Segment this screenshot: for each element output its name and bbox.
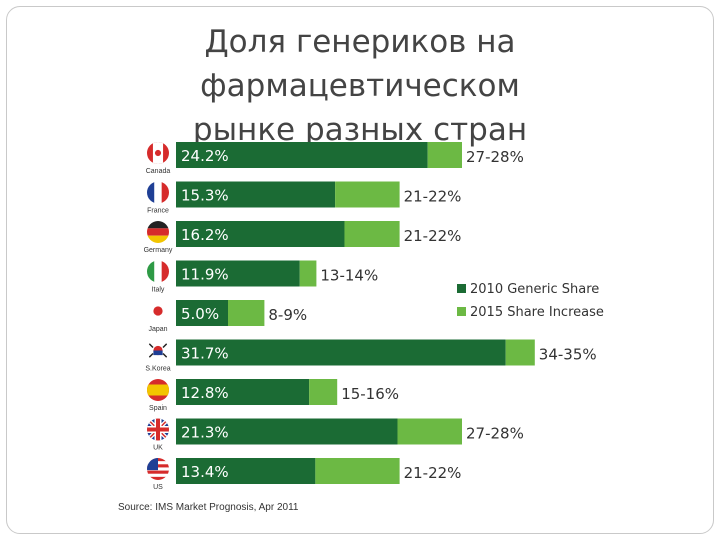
bar-2010-3 <box>176 221 345 247</box>
germany-flag-icon <box>147 221 169 243</box>
legend-swatch-2 <box>457 307 466 316</box>
bar-2010-1 <box>176 142 428 168</box>
bar-end-label-6: 34-35% <box>539 346 597 364</box>
bar-2010-7 <box>176 379 310 405</box>
legend-swatch-1 <box>457 284 466 293</box>
us-flag-icon <box>147 458 169 480</box>
bar-increase-9 <box>315 458 400 484</box>
bar-2010-6 <box>176 339 506 366</box>
country-label-1: Canada <box>146 168 171 175</box>
bar-end-label-8: 27-28% <box>466 425 524 443</box>
bar-2010-9 <box>176 458 316 484</box>
bar-2010-5 <box>176 300 228 326</box>
bar-increase-4 <box>299 260 317 287</box>
bar-end-label-7: 15-16% <box>341 385 399 403</box>
bar-base-label-1: 24.2% <box>181 147 229 165</box>
country-label-7: Spain <box>149 405 167 412</box>
source-note: Source: IMS Market Prognosis, Apr 2011 <box>118 502 299 513</box>
bar-end-label-4: 13-14% <box>320 267 378 285</box>
bar-end-label-1: 27-28% <box>466 148 524 166</box>
bar-base-label-5: 5.0% <box>181 305 219 323</box>
bar-2010-8 <box>176 418 398 445</box>
japan-flag-icon <box>147 300 169 322</box>
bar-increase-2 <box>335 181 400 208</box>
slide-title-line-1: Доля генериков на фармацевтическом <box>200 24 520 104</box>
bar-2010-4 <box>176 260 300 287</box>
bar-end-label-5: 8-9% <box>268 306 307 324</box>
legend-label-1: 2010 Generic Share <box>470 282 599 297</box>
country-label-8: UK <box>153 445 163 452</box>
bar-increase-8 <box>397 418 462 445</box>
bar-2010-2 <box>176 181 336 208</box>
bar-end-label-9: 21-22% <box>404 464 462 482</box>
country-label-5: Japan <box>148 326 167 333</box>
slide-frame <box>6 6 714 534</box>
bar-increase-3 <box>344 221 400 247</box>
bar-base-label-3: 16.2% <box>181 226 229 244</box>
bar-end-label-3: 21-22% <box>404 227 462 245</box>
bar-base-label-6: 31.7% <box>181 345 229 363</box>
bar-increase-7 <box>309 379 338 405</box>
legend-label-2: 2015 Share Increase <box>470 305 604 320</box>
country-label-9: US <box>153 484 163 491</box>
country-label-4: Italy <box>152 287 165 294</box>
bar-increase-1 <box>427 142 462 168</box>
bar-increase-6 <box>505 339 535 366</box>
france-flag-icon <box>147 181 169 204</box>
canada-flag-icon <box>147 142 169 164</box>
country-label-2: France <box>147 208 169 215</box>
bar-base-label-7: 12.8% <box>181 384 229 402</box>
country-label-3: Germany <box>144 247 173 254</box>
country-label-6: S.Korea <box>145 366 170 373</box>
bar-base-label-2: 15.3% <box>181 187 229 205</box>
bar-increase-5 <box>228 300 265 326</box>
uk-flag-icon <box>147 418 169 441</box>
south-korea-flag-icon <box>147 339 169 362</box>
spain-flag-icon <box>147 379 169 401</box>
bar-base-label-4: 11.9% <box>181 266 229 284</box>
italy-flag-icon <box>147 260 169 283</box>
bar-end-label-2: 21-22% <box>404 188 462 206</box>
bar-base-label-8: 21.3% <box>181 424 229 442</box>
bar-base-label-9: 13.4% <box>181 463 229 481</box>
